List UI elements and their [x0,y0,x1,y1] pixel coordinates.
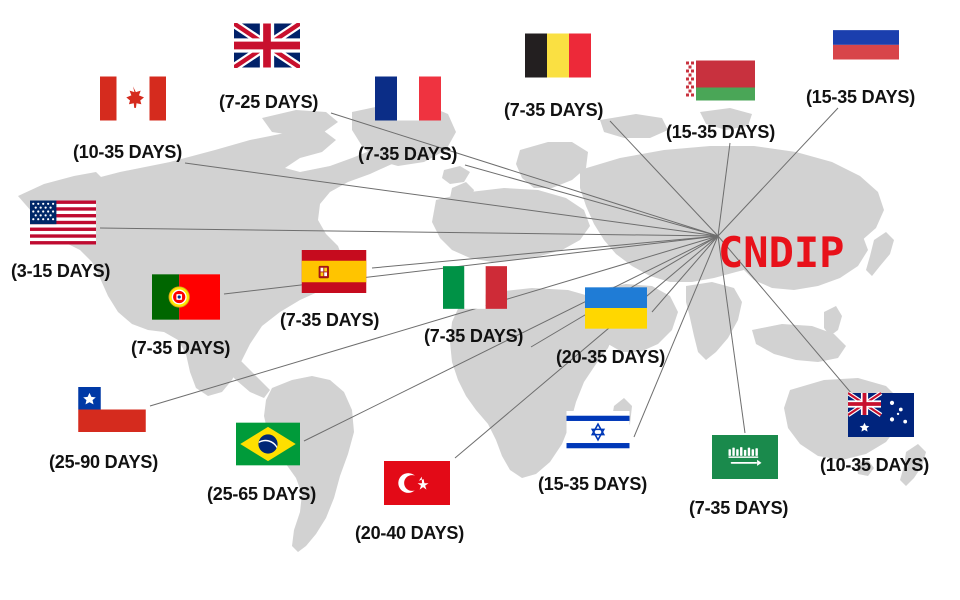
flag-israel-icon [566,411,630,453]
route-line-usa [99,227,719,237]
route-line-brazil [303,235,719,442]
delivery-time-label-brazil: (25-65 DAYS) [207,484,316,504]
route-line-canada [184,162,719,237]
flag-australia-icon [848,392,914,438]
flag-turkey-icon [384,460,450,506]
delivery-time-label-israel: (15-35 DAYS) [538,474,647,494]
delivery-time-label-belgium: (7-35 DAYS) [504,100,604,120]
flag-portugal-icon [152,274,220,320]
flag-belgium-icon [525,33,591,78]
delivery-time-label-italy: (7-35 DAYS) [424,326,524,346]
delivery-time-label-saudi-arabia: (7-35 DAYS) [689,498,789,518]
route-line-australia [717,235,853,395]
route-line-saudi-arabia [717,235,746,434]
flag-saudi-icon [711,435,779,479]
delivery-time-label-canada: (10-35 DAYS) [73,142,182,162]
flag-france-icon [375,76,441,121]
delivery-time-label-france: (7-35 DAYS) [358,144,458,164]
flag-usa-icon [30,200,96,245]
delivery-time-label-usa: (3-15 DAYS) [11,261,111,281]
route-line-belarus [717,142,731,237]
route-line-israel [633,235,719,438]
flag-belarus-icon [685,58,755,103]
delivery-time-label-australia: (10-35 DAYS) [820,455,929,475]
delivery-time-label-portugal: (7-35 DAYS) [131,338,231,358]
delivery-time-label-belarus: (15-35 DAYS) [666,122,775,142]
route-line-turkey [454,235,719,459]
route-line-ukraine [651,235,719,313]
route-line-uk [330,112,719,237]
delivery-time-label-ukraine: (20-35 DAYS) [556,347,665,367]
flag-canada-icon [100,76,166,121]
flag-russia-icon [833,15,899,60]
delivery-time-label-spain: (7-35 DAYS) [280,310,380,330]
flag-spain-icon [300,250,368,293]
flag-chile-icon [78,387,146,432]
delivery-time-label-chile: (25-90 DAYS) [49,452,158,472]
flag-uk-icon [234,23,300,68]
route-line-france [464,164,719,237]
route-line-spain [371,235,719,269]
flag-ukraine-icon [585,285,647,331]
delivery-time-label-turkey: (20-40 DAYS) [355,523,464,543]
route-line-chile [149,235,719,407]
flag-italy-icon [443,266,507,309]
hub-label-cndip: CNDIP [718,228,845,277]
flag-brazil-icon [236,422,300,466]
delivery-time-label-uk: (7-25 DAYS) [219,92,319,112]
route-line-belgium [609,120,719,237]
delivery-time-label-russia: (15-35 DAYS) [806,87,915,107]
route-line-russia [717,107,839,237]
